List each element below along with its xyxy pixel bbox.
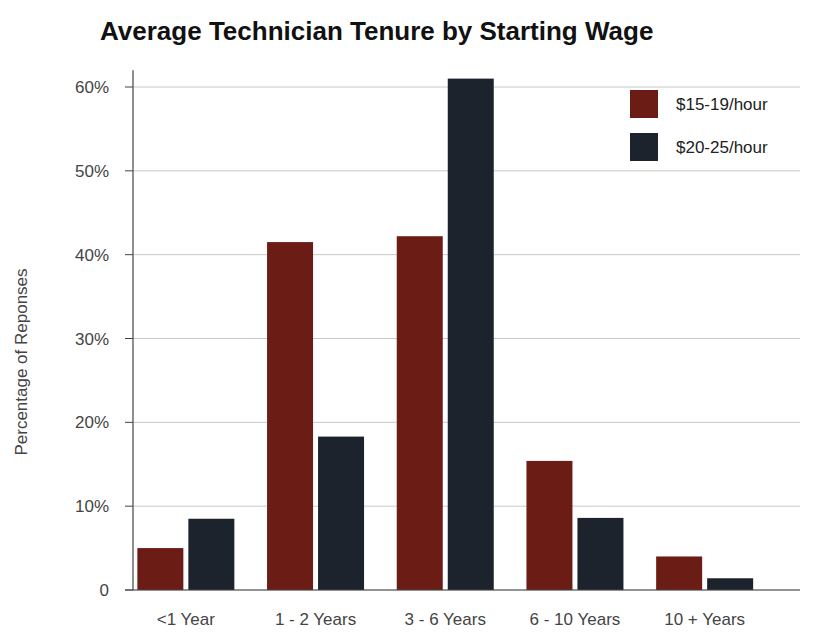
tick-mark: [125, 338, 133, 339]
bars: [137, 79, 753, 590]
y-tick-label: 60%: [75, 78, 109, 97]
tick-mark: [125, 422, 133, 423]
grid: 0 10% 20% 30% 40% 50% 60%: [75, 78, 800, 600]
bar: [137, 548, 183, 590]
tick-mark: [125, 87, 133, 88]
tick-mark: [125, 170, 133, 171]
bar: [448, 79, 494, 590]
legend-swatch: [630, 133, 658, 161]
y-tick-label: 40%: [75, 246, 109, 265]
legend-label: $15-19/hour: [676, 95, 768, 114]
bar: [318, 437, 364, 590]
bar: [707, 578, 753, 590]
bar: [188, 519, 234, 590]
legend-label: $20-25/hour: [676, 138, 768, 157]
x-tick-label: 1 - 2 Years: [275, 610, 356, 629]
x-tick-label: 6 - 10 Years: [530, 610, 621, 629]
y-tick-label: 20%: [75, 413, 109, 432]
y-tick-label: 30%: [75, 330, 109, 349]
title: Average Technician Tenure by Starting Wa…: [100, 16, 653, 46]
y-tick-label: 10%: [75, 497, 109, 516]
bar: [397, 236, 443, 590]
legend-swatch: [630, 90, 658, 118]
y-tick-label: 50%: [75, 162, 109, 181]
y-axis-line: [132, 70, 133, 590]
x-tick-label: 10 + Years: [664, 610, 745, 629]
tick-mark: [125, 254, 133, 255]
bar: [267, 242, 313, 590]
bar: [656, 556, 702, 590]
bar: [526, 461, 572, 590]
x-tick-label: 3 - 6 Years: [405, 610, 486, 629]
tick-mark: [125, 506, 133, 507]
x-tick-label: <1 Year: [157, 610, 215, 629]
x-axis-line: [125, 589, 800, 590]
bar: [577, 518, 623, 590]
y-tick-label: 0: [100, 581, 109, 600]
legend: $15-19/hour $20-25/hour: [630, 90, 768, 161]
chart: Average Technician Tenure by Starting Wa…: [0, 0, 838, 644]
y-axis-label: Percentage of Reponses: [12, 268, 31, 455]
